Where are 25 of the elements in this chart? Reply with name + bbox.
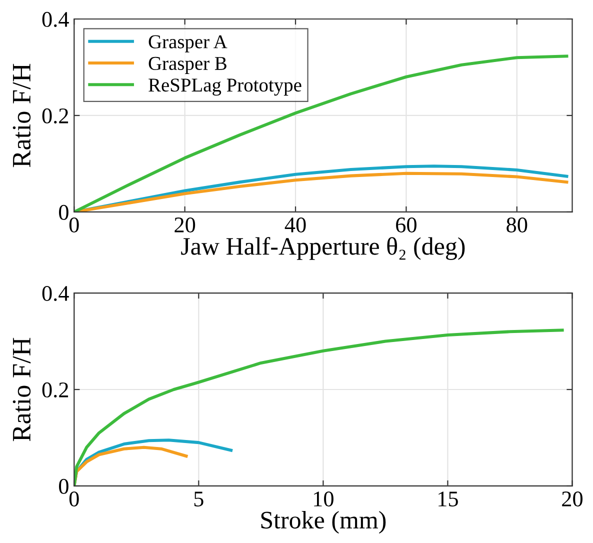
x-tick-label: 60 xyxy=(396,217,416,232)
y-tick-label: 0.4 xyxy=(42,286,69,302)
x-tick-label: 20 xyxy=(562,491,583,506)
x-tick-label: 10 xyxy=(314,491,334,506)
x-axis-title: Jaw Half-Apperture θ₂ (deg) xyxy=(181,236,465,260)
x-tick-label: 15 xyxy=(438,492,458,506)
y-tick-label: 0.4 xyxy=(42,12,69,28)
x-tick-label: 0 xyxy=(69,217,79,232)
line-series xyxy=(74,328,564,486)
x-tick-label: 40 xyxy=(284,217,306,232)
legend-label: Grasper B xyxy=(148,56,226,74)
x-tick-label: 5 xyxy=(194,492,204,506)
y-tick-label: 0.2 xyxy=(42,108,68,124)
x-tick-label: 80 xyxy=(506,217,528,232)
y-tick-label: 0.2 xyxy=(42,382,68,398)
y-tick-label: 0 xyxy=(59,478,68,494)
legend-label: ReSPLag Prototype xyxy=(148,78,302,96)
legend-label: Grasper A xyxy=(148,35,228,52)
y-axis-title: Ratio F/H xyxy=(12,64,31,168)
x-axis-title: Stroke (mm) xyxy=(261,511,386,534)
x-tick-label: 20 xyxy=(174,217,196,232)
y-axis-title: Ratio F/H xyxy=(12,338,31,442)
line-series xyxy=(74,54,568,212)
x-tick-label: 0 xyxy=(69,491,79,506)
y-tick-label: 0 xyxy=(59,204,68,220)
